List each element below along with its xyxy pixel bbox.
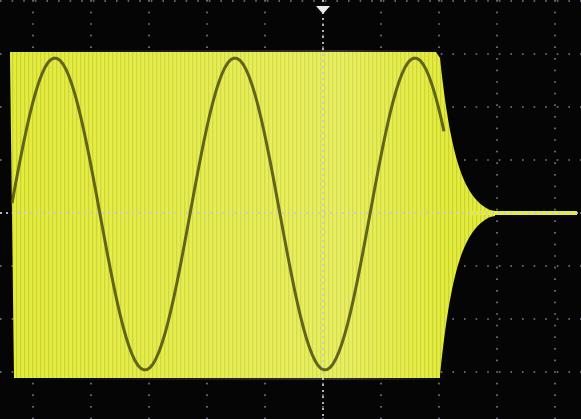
page: (() => { const ns = 'http://www.w3.org/2…	[0, 0, 581, 419]
oscilloscope-screen	[0, 0, 581, 419]
